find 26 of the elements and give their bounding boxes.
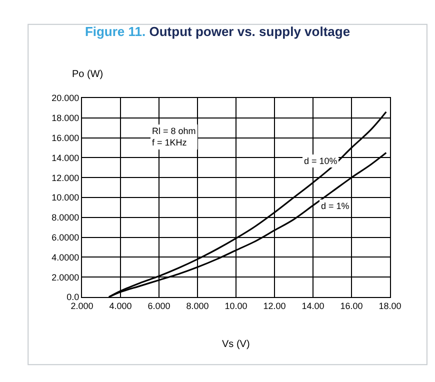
y-tick-label: 14.000 xyxy=(52,152,80,163)
chart-title: Figure 11. Output power vs. supply voltage xyxy=(84,24,350,39)
y-tick-label: 0.0 xyxy=(66,292,80,302)
y-tick-label: 6.0000 xyxy=(52,232,80,242)
y-tick-label: 16.000 xyxy=(52,132,80,143)
y-tick-label: 2.0000 xyxy=(52,272,80,282)
x-tick-label: 12.00 xyxy=(263,300,286,311)
y-tick-label: 18.000 xyxy=(52,113,80,124)
x-tick-label: 8.000 xyxy=(186,300,209,311)
y-tick-label: 8.0000 xyxy=(52,212,80,223)
annotation: Rl = 8 ohm f = 1KHz xyxy=(152,126,196,148)
x-tick-label: 14.00 xyxy=(302,300,324,311)
y-tick-label: 4.0000 xyxy=(52,252,80,262)
annotation: d = 10% xyxy=(304,156,338,166)
y-tick-label: 12.000 xyxy=(52,172,80,183)
x-tick-label: 18.00 xyxy=(378,300,402,311)
y-tick-label: 20.000 xyxy=(52,93,80,104)
x-tick-label: 4.000 xyxy=(109,300,132,311)
y-axis-title: Po (W) xyxy=(72,69,104,80)
x-axis-title: Vs (V) xyxy=(222,339,250,350)
x-tick-label: 2.000 xyxy=(70,300,94,311)
y-tick-label: 10.000 xyxy=(52,192,80,203)
x-tick-label: 10.00 xyxy=(224,300,248,311)
annotation: d = 1% xyxy=(321,201,350,211)
x-tick-label: 6.000 xyxy=(148,300,170,311)
x-tick-label: 16.00 xyxy=(340,300,363,311)
